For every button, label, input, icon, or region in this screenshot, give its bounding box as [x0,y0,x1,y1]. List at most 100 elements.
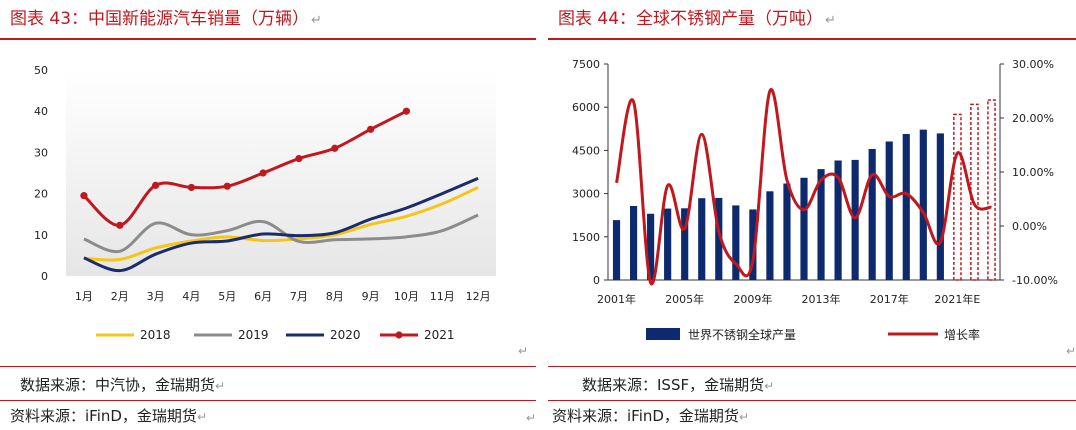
y-right-tick-label: 0.00% [1012,220,1047,233]
legend-swatch-production [646,328,680,340]
y-left-tick-label: 0 [593,274,600,287]
x-tick-label: 5月 [218,290,236,303]
data-point-2021 [151,181,160,189]
y-tick-label: 50 [34,64,48,77]
bar-estimated [970,103,979,281]
bar [868,148,876,280]
bar [936,133,944,280]
right-bar-line-chart: 0 1500 3000 4500 6000 7500 -10.00% 0.00% 10.00% 2… [572,58,1058,342]
x-tick-label: 2021年E [934,292,980,306]
data-point-2021 [402,107,411,115]
series-line-2021 [82,109,408,227]
bar-estimated [953,113,962,281]
x-tick-label: 2017年 [870,292,909,306]
right-chart-title: 图表 44：全球不锈钢产量（万吨） ↵ [558,9,836,29]
data-point-2021 [295,154,303,163]
bar [783,183,791,280]
x-tick-label: 6月 [254,290,272,303]
x-tick-label: 1月 [75,290,93,303]
y-right-tick-label: -10.00% [1012,274,1058,287]
bar [715,197,723,280]
x-tick-label: 9月 [362,290,380,303]
bar-estimated [987,99,996,281]
left-divider-2 [0,400,536,401]
data-point-2021 [259,169,267,177]
bar [664,208,672,280]
bar [851,159,859,280]
bar [817,169,825,280]
x-tick-label: 2001年 [597,292,636,306]
y-tick-label: 10 [34,229,48,242]
bar [749,209,757,280]
x-tick-label: 7月 [290,290,308,303]
bar [919,129,927,280]
right-panel: 图表 44：全球不锈钢产量（万吨） ↵ 0 1500 3000 4500 6000 7500… [548,0,1076,430]
left-source-note: 数据来源：中汽协，金瑞期货↵ [20,376,226,394]
legend-label-2021: 2021 [424,328,455,342]
left-divider [0,366,536,367]
legend-label-2019: 2019 [238,328,269,342]
y-left-tick-label: 7500 [572,58,600,71]
legend-label-growth: 增长率 [944,327,980,342]
y-tick-label: 30 [34,146,48,159]
bar [681,208,689,280]
x-tick-label: 8月 [326,290,344,303]
return-mark-icon: ↵ [518,344,529,358]
x-tick-label: 4月 [182,290,200,303]
right-divider [548,366,1076,367]
legend-label-2018: 2018 [140,328,171,342]
y-right-tick-label: 10.00% [1012,166,1054,179]
y-tick-label: 0 [41,270,48,283]
right-title-rule [548,38,1076,40]
bar [698,198,706,280]
y-tick-label: 20 [34,188,48,201]
right-divider-2 [548,400,1076,401]
return-mark-icon: ↵ [1066,344,1076,358]
data-point-2021 [116,221,124,229]
bar [612,220,621,280]
growth-rate-line [615,88,992,286]
bar [647,213,655,280]
data-point-2021 [223,182,231,190]
right-footer: 资料来源：iFinD，金瑞期货↵ [552,407,749,425]
bar [766,191,774,280]
data-point-2021 [187,183,196,192]
x-tick-label: 3月 [147,290,165,303]
left-title-rule [0,38,536,40]
bar [885,141,893,280]
x-tick-label: 2005年 [665,292,704,306]
y-left-tick-label: 4500 [572,144,600,157]
x-tick-label: 2009年 [733,292,772,306]
x-tick-label: 2月 [111,290,129,303]
bar [629,205,638,280]
data-point-2021 [331,144,339,152]
bar [732,205,740,280]
left-chart-title: 图表 43：中国新能源汽车销量（万辆） ↵ [10,9,322,29]
series-line-2018 [83,186,479,262]
x-tick-label: 12月 [466,290,491,303]
legend-label-2020: 2020 [330,328,361,342]
left-footer: 资料来源：iFinD，金瑞期货↵ [10,407,207,425]
series-line-2019 [83,213,479,254]
legend-label-production: 世界不锈钢全球产量 [688,327,796,342]
series-line-2020 [83,176,479,273]
x-tick-label: 11月 [430,290,455,303]
y-left-tick-label: 1500 [572,231,600,244]
bar [902,133,910,280]
left-panel: 图表 43：中国新能源汽车销量（万辆） ↵ 0 10 20 30 40 50 1月 2月 3月 4月… [0,0,536,430]
bar [834,160,842,280]
y-right-tick-label: 20.00% [1012,112,1054,125]
left-line-chart: 0 10 20 30 40 50 1月 2月 3月 4月 5月 6月 7月 8月 9月 10月 11月 12月 20… [34,64,496,342]
data-point-2021 [80,192,88,200]
legend-marker-2021 [395,331,403,339]
return-mark-icon: ↵ [526,411,537,425]
x-tick-label: 2013年 [802,292,841,306]
y-right-tick-label: 30.00% [1012,58,1054,71]
y-left-tick-label: 3000 [572,188,600,201]
right-source-note: 数据来源：ISSF，金瑞期货↵ [582,376,775,394]
x-tick-label: 10月 [394,290,419,303]
y-left-tick-label: 6000 [572,101,600,114]
y-tick-label: 40 [34,105,48,118]
data-point-2021 [366,125,375,133]
bar [800,177,808,280]
